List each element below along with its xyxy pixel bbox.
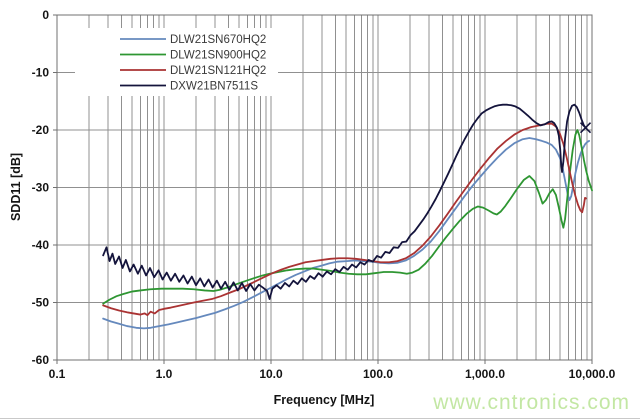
curve-DXW21BN7511S: [102, 103, 587, 300]
legend-item: DLW21SN900HQ2: [120, 50, 266, 62]
x-tick-label: 10.0: [259, 367, 283, 381]
legend-item: DLW21SN670HQ2: [120, 34, 266, 46]
y-tick-label: -40: [32, 238, 50, 252]
legend-label: DLW21SN121HQ2: [170, 65, 266, 77]
legend: DLW21SN670HQ2 DLW21SN900HQ2 DLW21SN121HQ…: [75, 28, 278, 96]
curve-DLW21SN670HQ2: [102, 137, 591, 330]
watermark: www.cntronics.com: [432, 391, 630, 414]
x-marker: [579, 122, 592, 134]
x-tick-label: 1,000.0: [465, 367, 505, 381]
y-tick-label: -50: [32, 296, 50, 310]
x-tick-label: 100.0: [363, 367, 393, 381]
legend-label: DXW21BN7511S: [170, 81, 258, 93]
legend-background: [75, 28, 278, 96]
legend-label: DLW21SN670HQ2: [170, 34, 266, 46]
tick-layer: 0.1 1.0 10.0 100.0 1,000.0 10,000.0 0 -10 -20 -30…: [32, 8, 616, 381]
y-tick-label: -30: [32, 181, 50, 195]
x-tick-label: 0.1: [49, 367, 66, 381]
legend-item: DLW21SN121HQ2: [120, 65, 266, 77]
x-marker-stroke: [579, 122, 592, 134]
x-tick-label: 10,000.0: [569, 367, 616, 381]
x-tick-label: 1.0: [156, 367, 173, 381]
legend-label: DLW21SN900HQ2: [170, 50, 266, 62]
y-tick-label: -20: [32, 123, 50, 137]
curve-DLW21SN121HQ2: [102, 122, 587, 317]
y-tick-label: 0: [42, 8, 49, 22]
curve-layer: [102, 103, 593, 330]
annotation-layer: [579, 122, 592, 134]
curve-DLW21SN900HQ2: [102, 129, 593, 305]
y-tick-label: -60: [32, 353, 50, 367]
y-tick-label: -10: [32, 66, 50, 80]
legend-item: DXW21BN7511S: [120, 81, 258, 93]
x-axis-title: Frequency [MHz]: [274, 393, 375, 407]
y-axis-title: SDD11 [dB]: [9, 153, 23, 221]
